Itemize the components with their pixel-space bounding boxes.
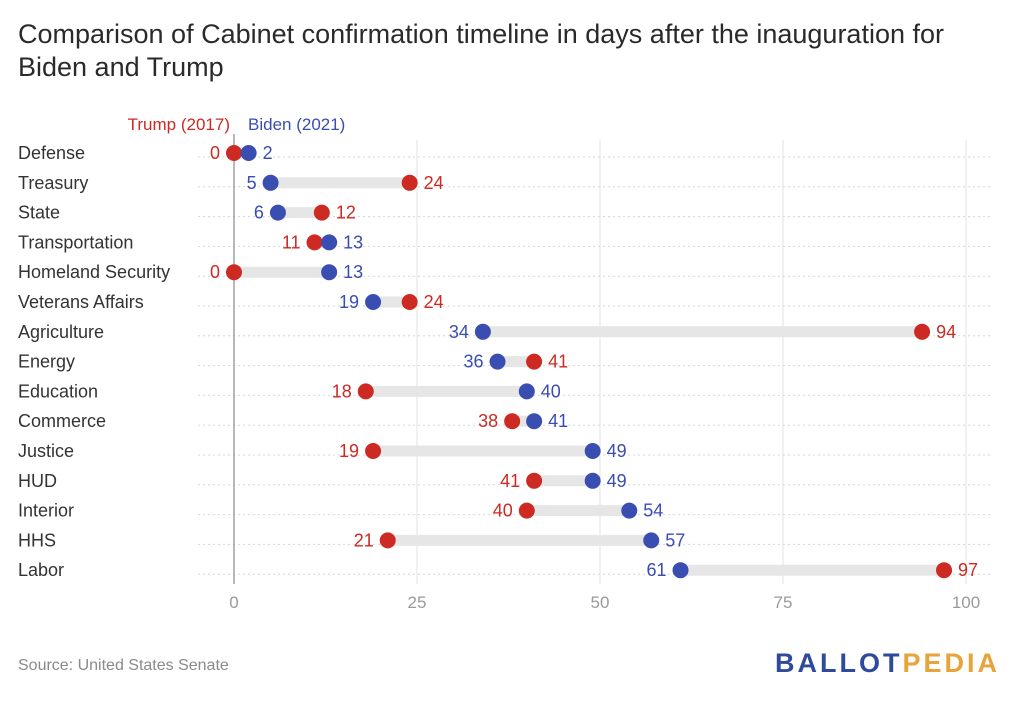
category-label: HUD	[18, 471, 57, 491]
trump-point	[226, 264, 242, 281]
trump-point	[379, 532, 396, 549]
legend-biden: Biden (2021)	[248, 115, 345, 134]
trump-point	[357, 383, 374, 400]
legend-trump: Trump (2017)	[128, 115, 230, 134]
biden-value-label: 40	[541, 381, 561, 401]
biden-point	[643, 532, 660, 549]
biden-value-label: 19	[339, 292, 359, 312]
trump-value-label: 40	[493, 501, 513, 521]
trump-value-label: 38	[478, 411, 498, 431]
biden-point	[321, 264, 338, 281]
x-tick-label: 0	[229, 593, 238, 612]
trump-value-label: 0	[210, 262, 220, 282]
trump-value-label: 94	[936, 322, 956, 342]
biden-point	[262, 174, 279, 191]
ballotpedia-logo: BALLOTPEDIA	[775, 648, 1000, 679]
biden-point	[526, 413, 543, 430]
biden-point	[672, 562, 689, 579]
x-tick-label: 25	[408, 593, 427, 612]
biden-value-label: 41	[548, 411, 568, 431]
category-label: State	[18, 203, 60, 223]
biden-value-label: 5	[247, 173, 257, 193]
logo-part-ballot: BALLOT	[774, 648, 903, 678]
trump-point	[936, 562, 953, 579]
biden-point	[584, 472, 601, 489]
trump-value-label: 11	[282, 232, 301, 252]
category-label: Transportation	[18, 232, 133, 252]
biden-point	[518, 383, 535, 400]
biden-value-label: 34	[449, 322, 469, 342]
trump-value-label: 21	[354, 530, 374, 550]
biden-point	[240, 145, 257, 161]
biden-value-label: 13	[343, 262, 363, 282]
biden-value-label: 49	[607, 471, 627, 491]
trump-value-label: 0	[210, 143, 220, 163]
trump-value-label: 41	[548, 352, 568, 372]
trump-value-label: 19	[339, 441, 359, 461]
biden-point	[269, 204, 286, 221]
trump-point	[401, 294, 418, 310]
x-tick-label: 75	[774, 593, 793, 612]
biden-value-label: 54	[643, 501, 663, 521]
trump-value-label: 97	[958, 560, 978, 580]
biden-value-label: 13	[343, 232, 363, 252]
category-label: Labor	[18, 560, 64, 580]
trump-value-label: 24	[424, 292, 444, 312]
trump-value-label: 41	[500, 471, 520, 491]
x-tick-label: 100	[952, 593, 980, 612]
biden-point	[584, 443, 601, 459]
biden-value-label: 2	[263, 143, 273, 163]
trump-point	[226, 145, 242, 161]
category-label: Treasury	[18, 173, 88, 193]
category-label: Defense	[18, 143, 85, 163]
biden-point	[489, 353, 506, 370]
biden-point	[321, 234, 338, 251]
chart-title: Comparison of Cabinet confirmation timel…	[18, 19, 944, 82]
category-label: Energy	[18, 352, 75, 372]
category-label: Education	[18, 381, 98, 401]
logo-part-pedia: PEDIA	[902, 648, 1000, 678]
trump-value-label: 24	[424, 173, 444, 193]
biden-value-label: 57	[665, 530, 685, 550]
category-label: Justice	[18, 441, 74, 461]
x-tick-label: 50	[591, 593, 610, 612]
trump-point	[401, 174, 418, 191]
biden-point	[365, 294, 382, 310]
dumbbell-chart: Defense Treasury State Transportation Homela…	[18, 115, 990, 612]
trump-value-label: 12	[336, 203, 356, 223]
trump-point	[526, 353, 543, 370]
trump-point	[365, 443, 382, 459]
category-label: HHS	[18, 530, 56, 550]
trump-point	[504, 413, 521, 430]
category-label: Interior	[18, 501, 74, 521]
category-label: Veterans Affairs	[18, 292, 144, 312]
category-label: Agriculture	[18, 322, 104, 342]
trump-value-label: 18	[332, 381, 352, 401]
trump-point	[518, 502, 535, 519]
biden-value-label: 49	[607, 441, 627, 461]
trump-point	[306, 234, 323, 251]
biden-value-label: 61	[646, 560, 666, 580]
source-note: Source: United States Senate	[18, 657, 229, 674]
biden-point	[474, 323, 491, 340]
category-label: Commerce	[18, 411, 106, 431]
trump-point	[914, 323, 931, 340]
trump-point	[526, 472, 543, 489]
biden-point	[621, 502, 638, 519]
category-label: Homeland Security	[18, 262, 170, 282]
trump-point	[313, 204, 330, 221]
biden-value-label: 6	[254, 203, 264, 223]
biden-value-label: 36	[463, 352, 483, 372]
